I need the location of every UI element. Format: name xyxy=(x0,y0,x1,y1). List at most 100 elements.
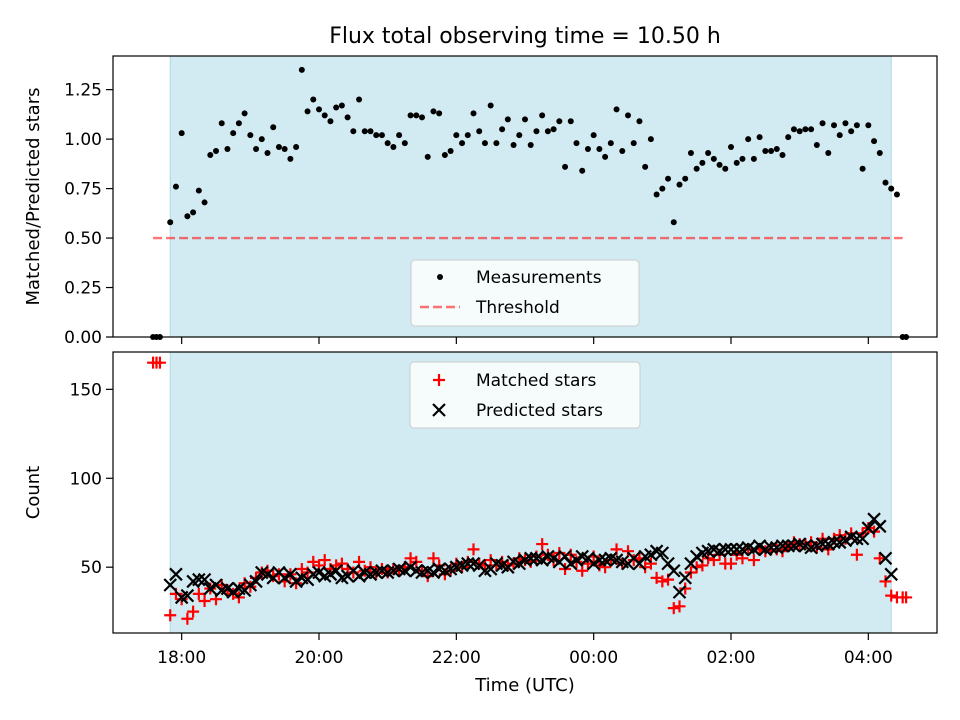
legend: Matched stars Predicted stars xyxy=(409,361,641,429)
matched-point xyxy=(873,552,886,565)
predicted-point xyxy=(163,578,177,592)
measurement-point xyxy=(241,110,248,117)
matched-point xyxy=(690,561,703,574)
measurement-point xyxy=(224,146,231,153)
predicted-point xyxy=(781,539,795,553)
predicted-point xyxy=(461,556,475,571)
matched-point xyxy=(501,559,514,572)
measurement-point xyxy=(430,108,437,115)
measurement-point xyxy=(247,132,254,139)
measurement-point xyxy=(831,122,837,129)
matched-point xyxy=(673,600,686,613)
matched-point xyxy=(473,557,486,570)
matched-point xyxy=(416,564,428,577)
predicted-point xyxy=(873,519,887,534)
matched-point xyxy=(175,593,188,606)
measurement-point xyxy=(842,120,849,127)
matched-point xyxy=(187,605,200,618)
y-tick-label: 150 xyxy=(70,380,102,400)
measurement-point xyxy=(230,130,237,137)
matched-point xyxy=(484,554,497,567)
measurement-point xyxy=(172,183,179,190)
matched-point xyxy=(192,587,205,600)
legend-marker-predicted xyxy=(432,403,446,417)
measurement-point xyxy=(253,146,260,153)
measurement-point xyxy=(235,120,242,127)
measurement-point xyxy=(750,155,757,162)
y-tick-label: 50 xyxy=(80,558,102,578)
predicted-point xyxy=(523,551,538,566)
measurement-point xyxy=(819,120,826,127)
measurement-point xyxy=(756,134,763,141)
measurement-point xyxy=(333,104,340,111)
measurement-point xyxy=(659,185,666,192)
matched-point xyxy=(879,575,892,588)
matched-point xyxy=(318,554,331,567)
matched-point xyxy=(456,561,469,574)
matched-point xyxy=(467,543,480,556)
y-tick-label: 0.25 xyxy=(64,279,102,299)
ratio-panel: 0.00 0.25 0.50 0.75 1.00 1.25 Matched/Predicte… xyxy=(23,55,938,348)
measurement-point xyxy=(762,147,769,154)
y-tick-label: 1.00 xyxy=(64,130,102,150)
matched-point xyxy=(850,548,863,561)
measurement-point xyxy=(876,149,883,156)
measurement-point xyxy=(384,140,391,147)
measurement-point xyxy=(848,128,855,135)
matched-point xyxy=(153,356,166,369)
measurement-point xyxy=(642,163,649,170)
measurement-point xyxy=(327,118,334,125)
measurement-point xyxy=(670,219,677,226)
predicted-point xyxy=(878,551,893,566)
measurement-point xyxy=(441,151,448,158)
measurement-point xyxy=(665,175,672,182)
measurement-point xyxy=(682,175,689,182)
measurement-point xyxy=(882,179,889,186)
measurement-point xyxy=(390,144,397,151)
measurement-point xyxy=(464,132,471,139)
y-tick-label: 0.75 xyxy=(64,180,102,200)
measurement-point xyxy=(275,144,282,151)
measurement-point xyxy=(413,112,420,119)
measurement-point xyxy=(470,110,477,117)
measurement-point xyxy=(338,102,345,109)
y-axis-label: Matched/Predicted stars xyxy=(23,88,44,306)
measurement-point xyxy=(499,126,506,133)
measurement-point xyxy=(207,151,214,158)
measurement-point xyxy=(562,163,569,170)
measurement-point xyxy=(510,142,517,149)
measurement-point xyxy=(522,116,528,123)
legend-marker-measurements xyxy=(437,274,443,280)
measurement-point xyxy=(264,149,271,156)
measurement-point xyxy=(550,126,557,133)
x-tick-label: 04:00 xyxy=(844,648,893,668)
matched-point xyxy=(536,538,549,551)
measurement-point xyxy=(424,153,431,160)
legend-label: Measurements xyxy=(476,268,602,288)
predicted-point xyxy=(729,542,744,557)
measurement-point xyxy=(459,140,466,147)
measurement-point xyxy=(722,165,729,172)
predicted-point xyxy=(192,572,206,587)
measurement-point xyxy=(378,132,385,139)
x-axis-label: Time (UTC) xyxy=(474,675,575,696)
measurement-point xyxy=(705,149,712,156)
measurement-point xyxy=(356,96,363,103)
measurement-point xyxy=(493,140,500,147)
matched-point xyxy=(667,602,680,615)
predicted-point xyxy=(850,531,864,546)
measurement-point xyxy=(293,144,300,151)
measurement-point xyxy=(853,122,860,129)
measurement-point xyxy=(888,185,895,192)
predicted-point xyxy=(855,531,870,546)
measurement-point xyxy=(190,209,197,216)
measurement-point xyxy=(539,112,546,119)
legend-label: Threshold xyxy=(475,298,560,318)
predicted-point xyxy=(672,585,687,599)
matched-point xyxy=(272,568,285,581)
predicted-point xyxy=(775,539,790,553)
measurement-point xyxy=(344,114,351,121)
measurement-point xyxy=(710,155,717,162)
chart-title: Flux total observing time = 10.50 h xyxy=(329,24,721,49)
measurement-point xyxy=(527,142,534,149)
